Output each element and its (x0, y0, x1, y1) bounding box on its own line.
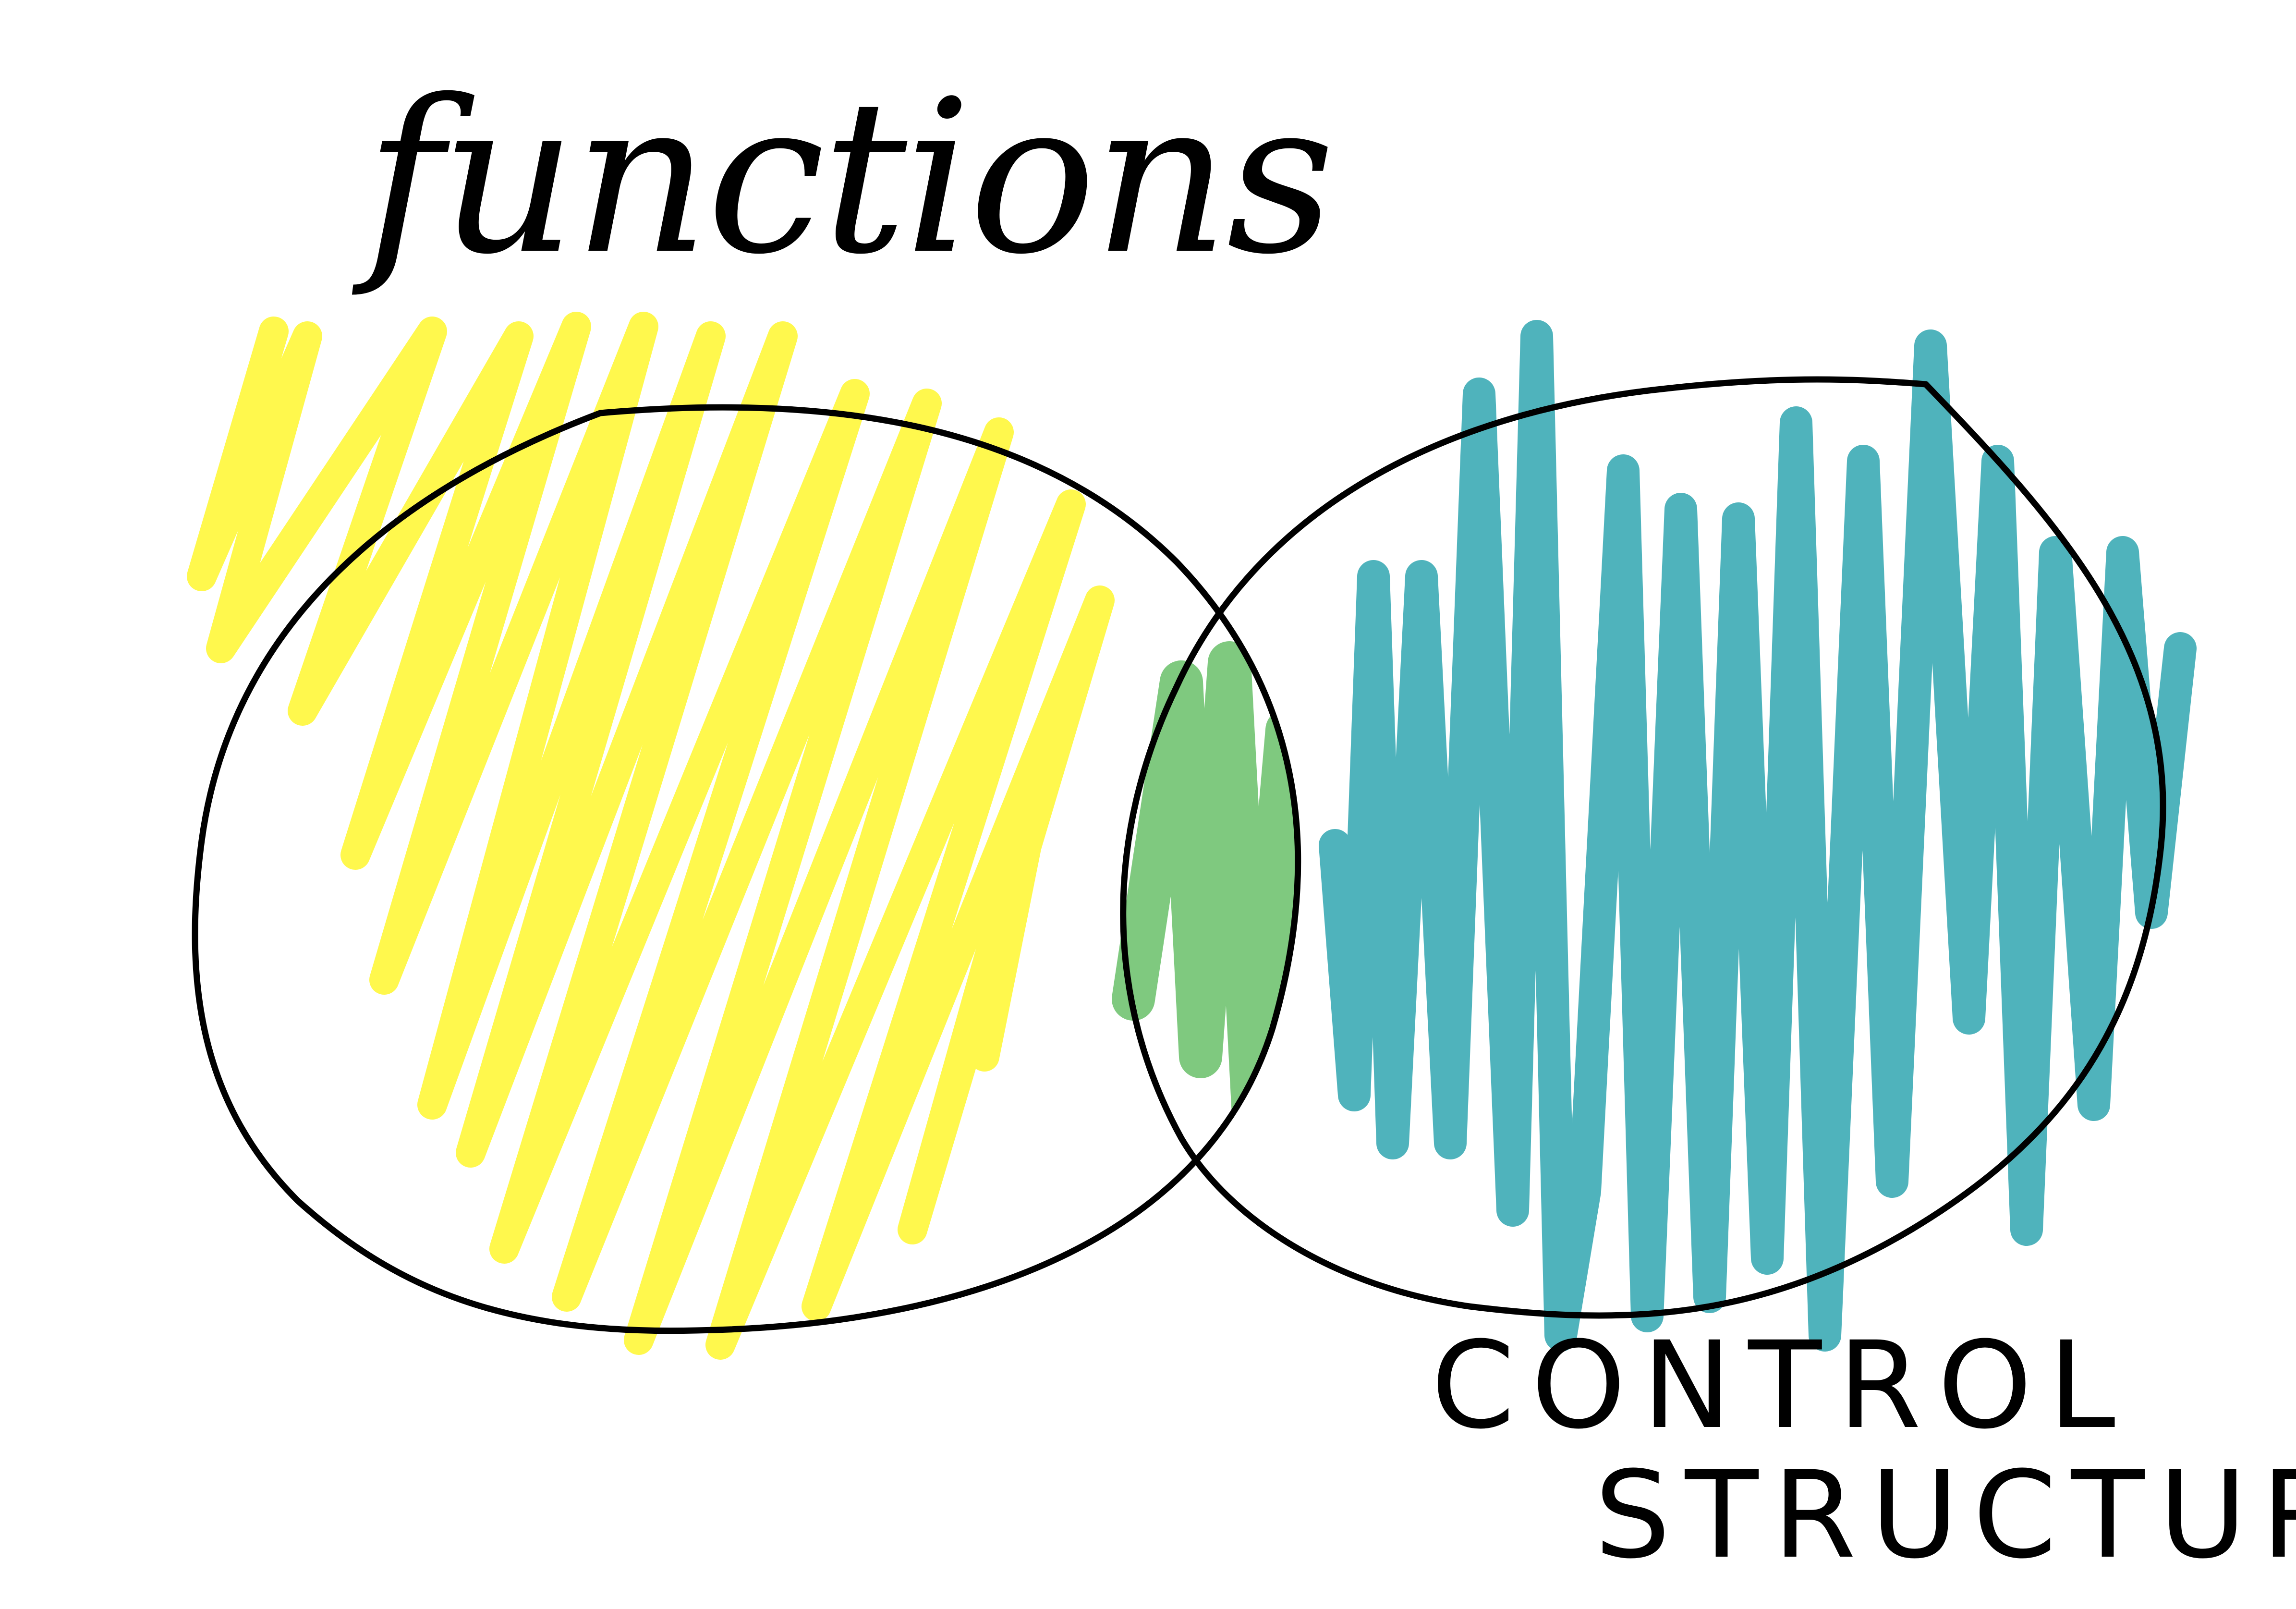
circle-outlines (192, 376, 2166, 1334)
control-structures-fill (1319, 320, 2197, 1352)
control-label: CONTROL (1431, 1316, 2132, 1455)
functions-circle (192, 404, 1301, 1334)
control-structures-circle (1120, 376, 2166, 1319)
structures-label: STRUCTURES (1594, 1445, 2296, 1585)
functions-fill (187, 312, 1115, 1360)
functions-label: functions (365, 55, 1335, 301)
